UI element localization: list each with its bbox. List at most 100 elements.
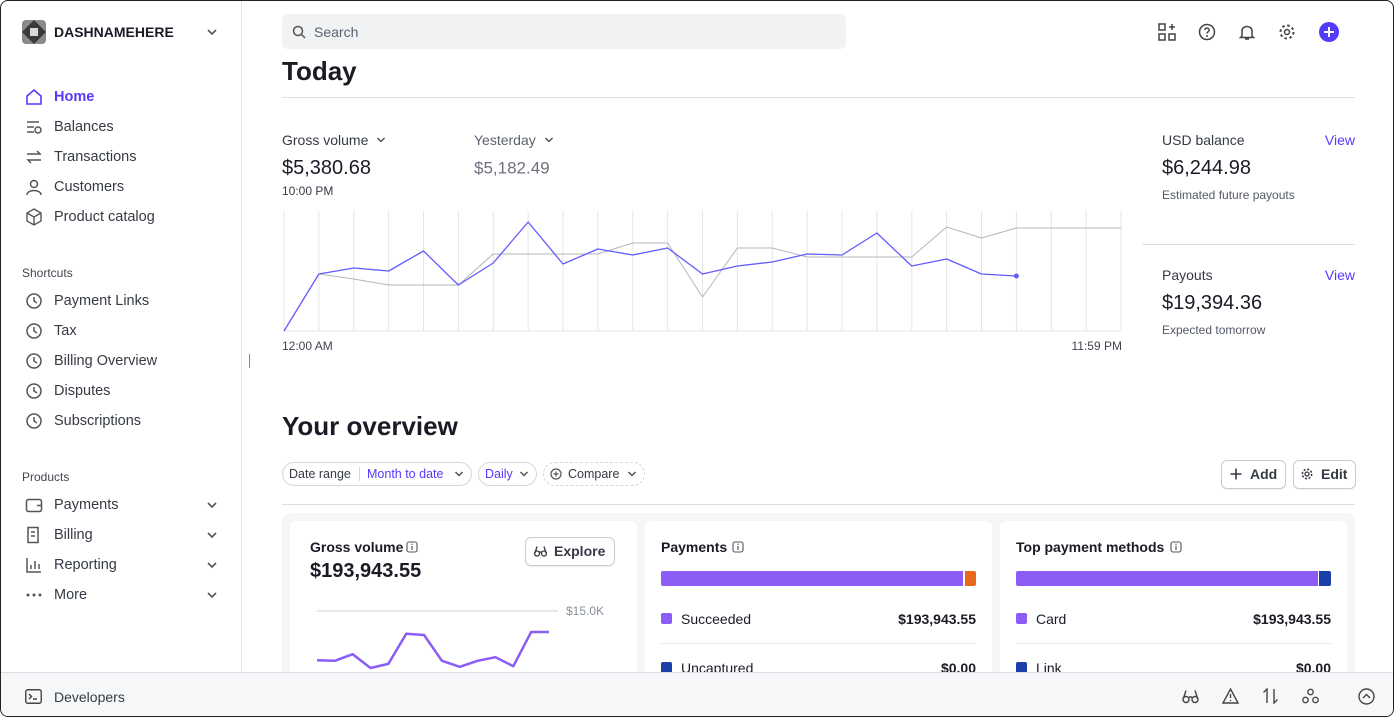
payouts-note: Expected tomorrow [1162,323,1266,337]
search-icon [292,25,306,39]
shortcut-item[interactable]: Billing Overview [54,352,158,369]
balance-value: $6,244.98 [1162,157,1251,179]
chevron[interactable] [206,529,218,541]
chevron[interactable] [206,559,218,571]
divider [1016,643,1331,644]
view-link[interactable]: View [1324,267,1355,283]
filter-value[interactable]: Daily [485,466,513,481]
explore-icon[interactable] [1182,689,1199,704]
product-item[interactable]: Payments [54,496,119,513]
nav-item[interactable]: Transactions [54,148,137,165]
account-name[interactable]: DASHNAMEHERE [54,24,174,40]
expand-icon[interactable] [1358,688,1375,705]
warning-icon[interactable] [1222,688,1239,704]
section-heading: Shortcuts [22,266,73,280]
shortcut-item[interactable]: Subscriptions [54,412,142,429]
chevron[interactable] [519,469,529,479]
legend-swatch [661,662,672,673]
methods-bar-segment [1016,571,1318,586]
wallet-icon [25,498,43,513]
billing-icon [27,526,39,544]
section-title: Today [282,56,357,86]
help-icon[interactable] [1198,23,1216,41]
y-tick-label: $15.0K [566,604,604,618]
clock-icon [26,293,42,309]
status-bar-segment [661,571,963,586]
view-link[interactable]: View [1324,132,1355,148]
divider [282,97,1355,98]
balance-label: USD balance [1162,132,1245,148]
divider [282,504,1355,505]
legend-swatch [661,613,672,624]
product-item[interactable]: Billing [54,526,93,543]
row-label: Succeeded [681,611,752,627]
edit-button[interactable] [1293,460,1356,489]
info-icon[interactable] [732,541,744,553]
button-label[interactable]: Add [1250,466,1278,482]
compare-filter[interactable] [543,462,645,486]
shortcut-item[interactable]: Payment Links [54,292,150,309]
clock-icon [26,383,42,399]
nav-item[interactable]: Customers [54,178,125,195]
card-value: $193,943.55 [310,560,422,582]
info-icon[interactable] [1170,541,1182,553]
clock-icon [26,413,42,429]
button-label[interactable]: Edit [1321,466,1348,482]
metric-time: 10:00 PM [282,184,334,198]
data-line [283,221,1017,332]
interval-filter[interactable] [478,462,537,486]
row-label: Card [1036,611,1067,627]
info-icon[interactable] [406,541,418,553]
chevron[interactable] [376,135,386,145]
developers-link[interactable]: Developers [54,689,125,705]
nav-item[interactable]: Product catalog [54,208,155,225]
filter-value[interactable]: Month to date [367,466,444,481]
chevron[interactable] [206,26,218,38]
binoculars-icon [534,546,547,557]
shortcut-item[interactable]: Disputes [54,382,111,399]
status-bar-segment [965,571,976,586]
chevron[interactable] [206,589,218,601]
row-label: Uncaptured [681,660,754,676]
compare-value: $5,182.49 [474,158,550,178]
methods-bar-segment [1319,571,1331,586]
sidebar-border [241,1,242,672]
terminal-icon [25,689,42,704]
metric-selector[interactable]: Gross volume [282,132,369,148]
resize-handle[interactable] [249,354,250,368]
data-line [283,226,1121,332]
legend-swatch [1016,613,1027,624]
compare-selector[interactable]: Yesterday [474,132,536,148]
button-label[interactable]: Explore [554,543,606,559]
date-range-filter[interactable] [282,462,472,486]
card-title: Payments [661,539,728,555]
webhooks-icon[interactable] [1302,688,1319,704]
chevron[interactable] [206,499,218,511]
metric-value: $5,380.68 [282,157,371,179]
nav-item[interactable]: Balances [54,118,114,135]
settings-icon[interactable] [1278,23,1296,41]
chevron[interactable] [544,135,554,145]
product-item[interactable]: Reporting [54,556,117,573]
apps-icon[interactable] [1158,23,1176,41]
section-heading: Products [22,470,70,484]
chevron[interactable] [454,469,464,479]
shortcut-item[interactable]: Tax [54,322,77,339]
filter-label[interactable]: Compare [568,466,620,481]
create-button[interactable] [1319,22,1339,42]
search-placeholder[interactable]: Search [314,24,359,40]
row-value: $193,943.55 [898,611,976,627]
transactions-icon [26,150,42,164]
home-icon [26,88,42,105]
notifications-icon[interactable] [1238,23,1256,41]
nav-item[interactable]: Home [54,88,95,105]
payouts-label: Payouts [1162,267,1213,283]
search-box[interactable] [282,14,846,49]
section-title: Your overview [282,411,458,441]
sort-icon[interactable] [1262,688,1279,704]
divider [1142,244,1355,245]
chevron[interactable] [627,469,637,479]
row-label: Link [1036,660,1062,676]
product-item[interactable]: More [54,586,88,603]
